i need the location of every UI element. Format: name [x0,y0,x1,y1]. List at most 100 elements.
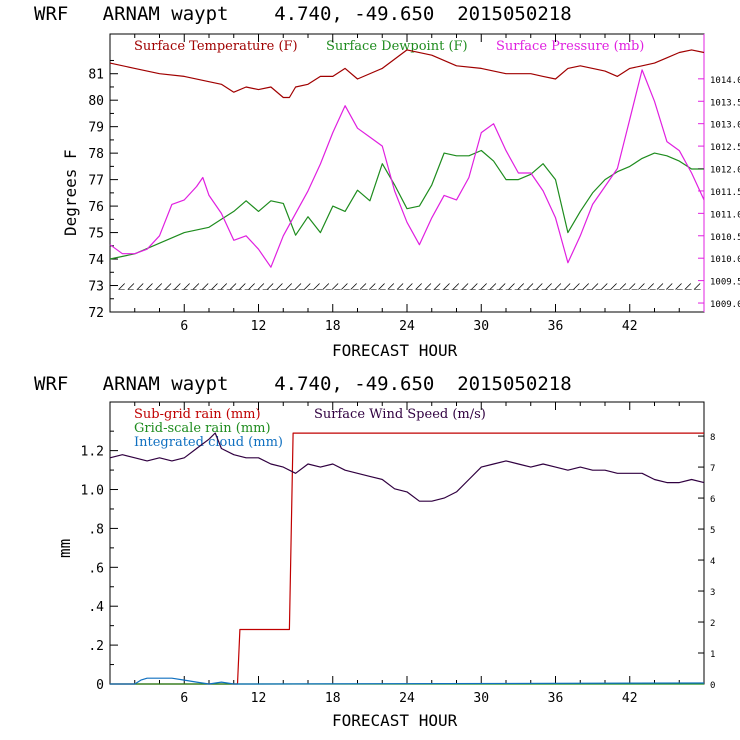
bottom-y2-tick-label: 7 [710,464,715,474]
wind-barb [127,283,135,290]
wind-barb [526,283,534,290]
wind-barb [359,283,367,290]
top-y-tick-label: 78 [88,147,104,162]
legend-subgrid-rain: Sub-grid rain (mm) [134,407,261,422]
bottom-y2-tick-label: 0 [710,681,715,691]
wind-barb [517,283,525,290]
legend-surface-temperature: Surface Temperature (F) [134,39,298,54]
top-y-axis-label: Degrees F [61,149,80,236]
wind-barb [601,283,608,290]
top-y2-tick-label: 1011.5 [710,188,740,198]
wind-barb [350,283,357,290]
top-y2-tick-label: 1009.5 [710,278,740,288]
wind-barb [656,283,664,290]
dewpoint-series-line [109,149,704,260]
top-x-axis-label: FORECAST HOUR [332,341,458,360]
wind-barb [294,283,302,290]
wind-barb [591,283,599,290]
subgrid-rain-series-line [110,432,704,685]
wind-barb [313,283,320,290]
bottom-chart-title: WRF ARNAM waypt 4.740, -49.650 201505021… [34,373,572,395]
wind-barb [536,283,543,290]
top-y-tick-label: 80 [88,94,104,109]
wind-barb [368,283,376,290]
wind-barb [387,283,395,290]
wind-barb [498,283,506,290]
top-y2-tick-label: 1009.0 [710,300,740,310]
wind-barb [675,283,682,290]
bottom-x-tick-label: 42 [622,691,638,706]
wind-barb [285,283,293,290]
bottom-x-tick-label: 36 [548,691,564,706]
bottom-y2-tick-label: 1 [710,650,715,660]
bottom-x-tick-label: 24 [399,691,415,706]
bottom-y2-tick-label: 4 [710,557,715,567]
top-y-tick-label: 81 [88,68,104,83]
top-x-tick-label: 6 [180,319,188,334]
wind-barb [239,283,246,290]
wind-barb [628,283,636,290]
legend-surface-wind-speed: Surface Wind Speed (m/s) [314,407,486,422]
wind-barb [489,283,497,290]
top-y2-tick-label: 1010.0 [710,255,740,265]
wind-barb [415,283,422,290]
legend-gridscale-rain: Grid-scale rain (mm) [134,421,271,436]
top-y2-tick-label: 1011.0 [710,210,740,220]
wind-barb [248,283,255,290]
pressure-series-line [109,69,705,268]
wind-barb [266,283,274,290]
wind-barb [582,283,590,290]
wind-barb [610,283,617,290]
top-y2-tick-label: 1012.0 [710,166,740,176]
bottom-x-tick-label: 18 [325,691,341,706]
wind-barb [647,283,654,290]
wind-barb [665,283,673,290]
wind-barb [684,283,692,290]
top-y2-tick-label: 1012.5 [710,143,740,153]
bottom-x-tick-label: 30 [473,691,489,706]
wind-barb [480,283,487,290]
bottom-y-axis-label: mm [55,539,74,558]
wind-barb [638,283,645,290]
wind-barb [136,283,144,290]
bottom-y-tick-label: 1.0 [81,484,104,499]
bottom-y2-tick-label: 2 [710,619,715,629]
wind-barb [276,283,283,290]
wind-barb [406,283,413,290]
wind-barb [508,283,515,290]
bottom-y-tick-label: .6 [88,561,104,576]
wind-barb [452,283,460,290]
top-y-tick-label: 76 [88,200,104,215]
wind-barb [118,283,125,290]
bottom-x-tick-label: 6 [180,691,188,706]
wind-barb [693,283,701,290]
top-y-tick-label: 74 [88,253,104,268]
top-y2-tick-label: 1014.0 [710,76,740,86]
wind-barb [443,283,450,290]
wind-barb [192,283,200,290]
top-x-tick-label: 24 [399,319,415,334]
wind-barb [471,283,478,290]
temperature-series-line [109,49,705,99]
top-y2-tick-label: 1010.5 [710,233,740,243]
wind-barb [220,283,228,290]
wind-barb [322,283,330,290]
wind-barb [433,283,441,290]
wind-barb [211,283,218,290]
bottom-y2-tick-label: 6 [710,495,715,505]
bottom-y2-tick-label: 8 [710,433,715,443]
wind-barb [155,283,163,290]
wind-barb [183,283,190,290]
top-x-tick-label: 12 [251,319,267,334]
top-y-tick-label: 72 [88,306,104,321]
wind-barb [229,283,237,290]
top-chart-title: WRF ARNAM waypt 4.740, -49.650 201505021… [34,3,572,25]
wind-barb [174,283,181,290]
integrated-cloud-series-line [110,677,705,685]
wind-barb [304,283,311,290]
wind-barb [146,283,153,290]
top-x-tick-label: 36 [548,319,564,334]
top-x-tick-label: 18 [325,319,341,334]
wind-barb [554,283,562,290]
